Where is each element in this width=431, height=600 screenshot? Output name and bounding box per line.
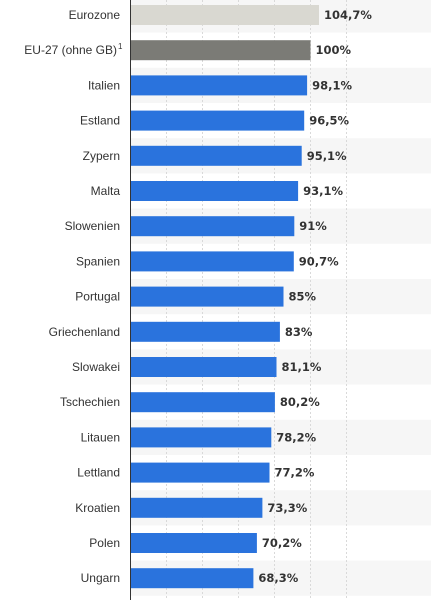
category-label: Polen xyxy=(89,536,120,550)
footnote-marker: 1 xyxy=(118,42,123,51)
category-label: Ungarn xyxy=(81,571,120,585)
bar[interactable] xyxy=(130,216,295,237)
category-label: Zypern xyxy=(83,149,120,163)
category-label: Kroatien xyxy=(75,501,120,515)
category-label: EU-27 (ohne GB) xyxy=(24,43,117,57)
bar[interactable] xyxy=(130,110,305,131)
bar[interactable] xyxy=(130,392,275,413)
value-label: 93,1% xyxy=(303,184,343,198)
value-label: 96,5% xyxy=(309,114,349,128)
value-label: 98,1% xyxy=(312,78,352,92)
value-label: 78,2% xyxy=(276,430,316,444)
category-label: Italien xyxy=(88,78,120,92)
bar[interactable] xyxy=(130,533,257,553)
value-label: 68,3% xyxy=(258,571,298,585)
value-label: 80,2% xyxy=(280,395,320,409)
value-label: 100% xyxy=(316,43,352,57)
bar[interactable] xyxy=(130,251,294,272)
bar[interactable] xyxy=(130,427,272,448)
bar[interactable] xyxy=(130,357,277,377)
value-label: 83% xyxy=(285,325,313,339)
value-label: 104,7% xyxy=(324,8,372,22)
category-label: Slowenien xyxy=(65,219,120,233)
category-label: Slowakei xyxy=(72,360,120,374)
bar[interactable] xyxy=(130,462,270,483)
bar[interactable] xyxy=(130,568,254,589)
category-label: Malta xyxy=(91,184,121,198)
category-label: Griechenland xyxy=(49,325,120,339)
bar[interactable] xyxy=(130,5,320,25)
bar[interactable] xyxy=(130,497,263,518)
category-label: Eurozone xyxy=(69,8,121,22)
value-label: 85% xyxy=(289,290,317,304)
value-label: 81,1% xyxy=(282,360,322,374)
category-label: Litauen xyxy=(81,430,120,444)
category-label: Tschechien xyxy=(60,395,120,409)
value-label: 77,2% xyxy=(275,466,315,480)
bar[interactable] xyxy=(130,40,311,61)
category-label: Spanien xyxy=(76,254,120,268)
bar[interactable] xyxy=(130,181,299,201)
value-label: 95,1% xyxy=(307,149,347,163)
bar[interactable] xyxy=(130,286,284,307)
bar[interactable] xyxy=(130,75,308,96)
category-labels: Eurozone EU-27 (ohne GB) 1 Italien Estland Zy… xyxy=(24,8,123,585)
value-label: 91% xyxy=(299,219,327,233)
bars xyxy=(130,5,320,589)
value-label: 70,2% xyxy=(262,536,302,550)
bar[interactable] xyxy=(130,321,280,342)
value-labels: 104,7% 100% 98,1% 96,5% 95,1% 93,1% 91% 90,7% 85… xyxy=(258,8,372,585)
category-label: Estland xyxy=(80,114,120,128)
category-label: Lettland xyxy=(77,466,120,480)
category-label: Portugal xyxy=(75,290,120,304)
bar[interactable] xyxy=(130,145,302,166)
value-label: 73,3% xyxy=(267,501,307,515)
value-label: 90,7% xyxy=(299,254,339,268)
